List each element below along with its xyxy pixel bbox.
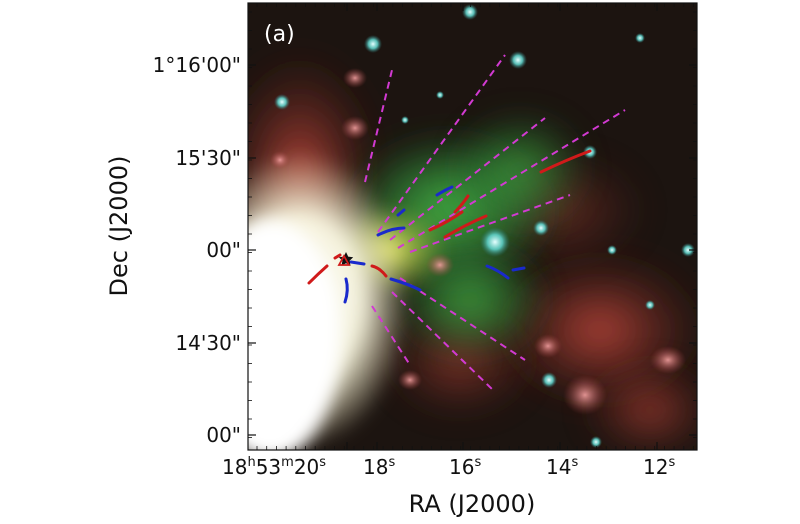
y-tick-label: 00" xyxy=(206,238,241,262)
source-markers xyxy=(337,252,354,266)
red-outflow-segments xyxy=(307,149,592,285)
x-tick-label: 14s xyxy=(546,455,578,479)
tick-marks xyxy=(248,3,697,450)
y-tick-label: 15'30" xyxy=(175,146,241,170)
x-tick-label: 16s xyxy=(449,455,481,479)
y-tick-label: 00" xyxy=(206,423,241,447)
plot-frame xyxy=(247,2,698,451)
blue-outflow-segments xyxy=(343,185,526,304)
minor-tick-marks xyxy=(248,3,697,450)
y-tick-labels: 1°16'00" 15'30" 00" 14'30" 00" xyxy=(153,53,241,447)
triangle-marker xyxy=(337,254,351,266)
y-tick-label: 14'30" xyxy=(175,331,241,355)
y-axis-label: Dec (J2000) xyxy=(105,156,133,297)
x-tick-label: 18h53m20s xyxy=(222,455,326,479)
x-tick-labels: 18h53m20s 18s 16s 14s 12s xyxy=(222,455,675,479)
x-tick-label: 18s xyxy=(363,455,395,479)
sky-image xyxy=(248,3,697,450)
x-tick-label: 12s xyxy=(643,455,675,479)
y-tick-label: 1°16'00" xyxy=(153,53,241,77)
magenta-dashed-lines xyxy=(364,54,626,391)
x-axis-label: RA (J2000) xyxy=(409,490,536,518)
panel-label: (a) xyxy=(264,22,295,47)
